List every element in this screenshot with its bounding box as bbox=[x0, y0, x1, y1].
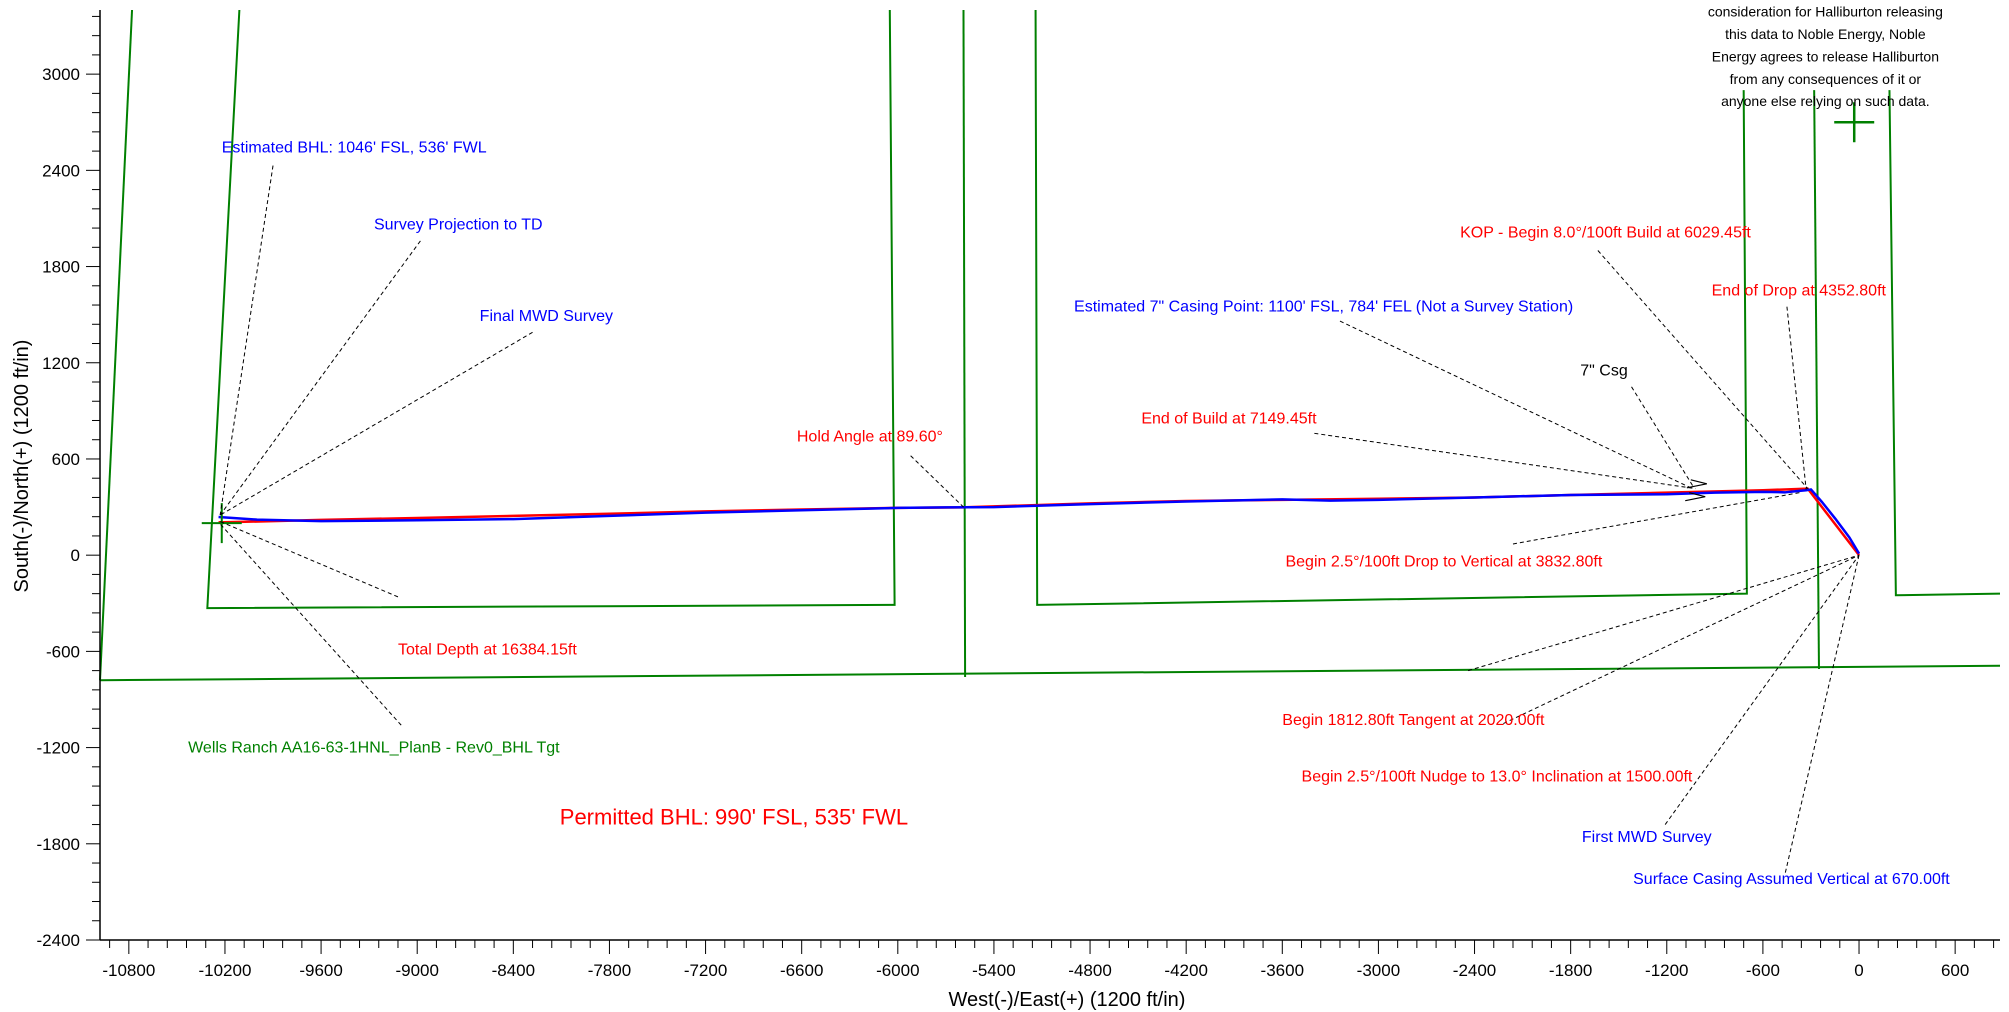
leader-line-8 bbox=[1597, 250, 1809, 489]
plan-path bbox=[218, 487, 1861, 556]
casing-marker-2 bbox=[1685, 492, 1706, 502]
x-tick-label: -7200 bbox=[684, 961, 727, 980]
y-tick-label: 2400 bbox=[42, 161, 80, 180]
lease-boundary-lines bbox=[99, 9, 2001, 682]
x-tick-label: -1800 bbox=[1549, 961, 1592, 980]
leader-line-1 bbox=[219, 165, 274, 516]
well-path-series bbox=[218, 487, 1861, 556]
leader-line-9 bbox=[1786, 306, 1807, 490]
markers bbox=[201, 102, 1875, 544]
x-tick-label: -10800 bbox=[102, 961, 155, 980]
leader-line-5 bbox=[1314, 432, 1696, 490]
axes: -10800 -10200 -9600 -9000 -8400 -7800 -7200 -66… bbox=[37, 10, 2000, 980]
x-tick-label: -9000 bbox=[395, 961, 438, 980]
boundary-line-5 bbox=[1034, 9, 1748, 606]
boundary-line-7 bbox=[1888, 90, 2001, 597]
annotation-label-7: Estimated 7" Casing Point: 1100' FSL, 78… bbox=[1074, 298, 1573, 315]
x-tick-label: 0 bbox=[1854, 961, 1863, 980]
x-tick-label: -1200 bbox=[1645, 961, 1688, 980]
x-tick-label: -4200 bbox=[1164, 961, 1207, 980]
annotation-label-6: 7" Csg bbox=[1580, 363, 1627, 380]
leader-line-7 bbox=[1339, 320, 1693, 490]
y-tick-label: 0 bbox=[71, 546, 80, 565]
x-tick-label: -10200 bbox=[198, 961, 251, 980]
annotation-leader-lines bbox=[219, 165, 1860, 873]
annotation-label-11: Total Depth at 16384.15ft bbox=[398, 642, 577, 659]
annotation-label-4: Hold Angle at 89.60° bbox=[797, 428, 943, 445]
disclaimer-line-1: consideration for Halliburton releasing bbox=[1708, 3, 1943, 19]
x-tick-label: -2400 bbox=[1453, 961, 1496, 980]
annotation-label-1: Estimated BHL: 1046' FSL, 536' FWL bbox=[222, 140, 487, 157]
permitted-bhl-label: Permitted BHL: 990' FSL, 535' FWL bbox=[560, 805, 908, 830]
leader-line-12 bbox=[219, 523, 402, 726]
y-tick-label: 1200 bbox=[42, 354, 80, 373]
annotation-label-16: Surface Casing Assumed Vertical at 670.0… bbox=[1633, 871, 1950, 888]
y-tick-label: 3000 bbox=[42, 65, 80, 84]
boundary-line-3 bbox=[206, 9, 896, 610]
annotation-label-9: End of Drop at 4352.80ft bbox=[1712, 282, 1887, 299]
annotation-label-15: First MWD Survey bbox=[1582, 829, 1712, 846]
annotation-label-13: Begin 1812.80ft Tangent at 2020.00ft bbox=[1282, 712, 1545, 729]
leader-line-6 bbox=[1631, 386, 1695, 489]
annotation-label-8: KOP - Begin 8.0°/100ft Build at 6029.45f… bbox=[1460, 225, 1751, 242]
x-tick-label: -3000 bbox=[1357, 961, 1400, 980]
x-tick-label: -7800 bbox=[588, 961, 631, 980]
boundary-line-4 bbox=[962, 9, 967, 678]
x-tick-label: 600 bbox=[1941, 961, 1969, 980]
disclaimer-line-4: from any consequences of it or bbox=[1730, 71, 1922, 87]
disclaimer-text: consideration for Halliburton releasing t… bbox=[1708, 3, 1943, 109]
leader-line-2 bbox=[219, 240, 421, 516]
x-tick-label: -600 bbox=[1746, 961, 1780, 980]
y-tick-label: -1800 bbox=[37, 835, 80, 854]
y-tick-label: 1800 bbox=[42, 258, 80, 277]
leader-line-3 bbox=[219, 331, 533, 516]
y-tick-label: 600 bbox=[52, 450, 80, 469]
y-tick-label: -2400 bbox=[37, 931, 80, 950]
y-tick-label: -600 bbox=[46, 642, 80, 661]
x-tick-label: -9600 bbox=[299, 961, 342, 980]
casing-marker-1 bbox=[1686, 479, 1707, 489]
x-tick-label: -3600 bbox=[1261, 961, 1304, 980]
leader-line-10 bbox=[1512, 492, 1800, 545]
leader-line-4 bbox=[910, 455, 964, 508]
leader-line-15 bbox=[1664, 554, 1860, 825]
x-tick-label: -6600 bbox=[780, 961, 823, 980]
leader-line-16 bbox=[1784, 555, 1860, 873]
x-axis-label: West(-)/East(+) (1200 ft/in) bbox=[949, 989, 1186, 1011]
annotation-label-3: Final MWD Survey bbox=[480, 308, 613, 325]
actual-path bbox=[218, 488, 1861, 555]
annotation-label-14: Begin 2.5°/100ft Nudge to 13.0° Inclinat… bbox=[1302, 768, 1693, 785]
x-tick-label: -5400 bbox=[972, 961, 1015, 980]
disclaimer-line-2: this data to Noble Energy, Noble bbox=[1725, 26, 1926, 42]
annotation-label-12: Wells Ranch AA16-63-1HNL_PlanB - Rev0_BH… bbox=[188, 739, 560, 756]
annotation-label-10: Begin 2.5°/100ft Drop to Vertical at 383… bbox=[1285, 553, 1602, 570]
boundary-line-2 bbox=[99, 664, 2001, 682]
annotation-label-5: End of Build at 7149.45ft bbox=[1141, 411, 1317, 428]
disclaimer-line-3: Energy agrees to release Halliburton bbox=[1712, 48, 1939, 64]
leader-line-14 bbox=[1503, 554, 1860, 724]
leader-line-11 bbox=[219, 521, 399, 598]
y-axis-label: South(-)/North(+) (1200 ft/in) bbox=[11, 340, 33, 593]
boundary-line-1 bbox=[99, 9, 134, 681]
boundary-line-6 bbox=[1813, 90, 1820, 670]
leader-line-13 bbox=[1467, 554, 1860, 672]
annotations: Estimated BHL: 1046' FSL, 536' FWL Survey… bbox=[188, 140, 1950, 888]
annotation-label-2: Survey Projection to TD bbox=[374, 217, 543, 234]
x-tick-label: -8400 bbox=[492, 961, 535, 980]
disclaimer-line-5: anyone else relying on such data. bbox=[1721, 93, 1930, 109]
x-tick-label: -6000 bbox=[876, 961, 919, 980]
y-tick-label: -1200 bbox=[37, 739, 80, 758]
x-tick-label: -4800 bbox=[1068, 961, 1111, 980]
